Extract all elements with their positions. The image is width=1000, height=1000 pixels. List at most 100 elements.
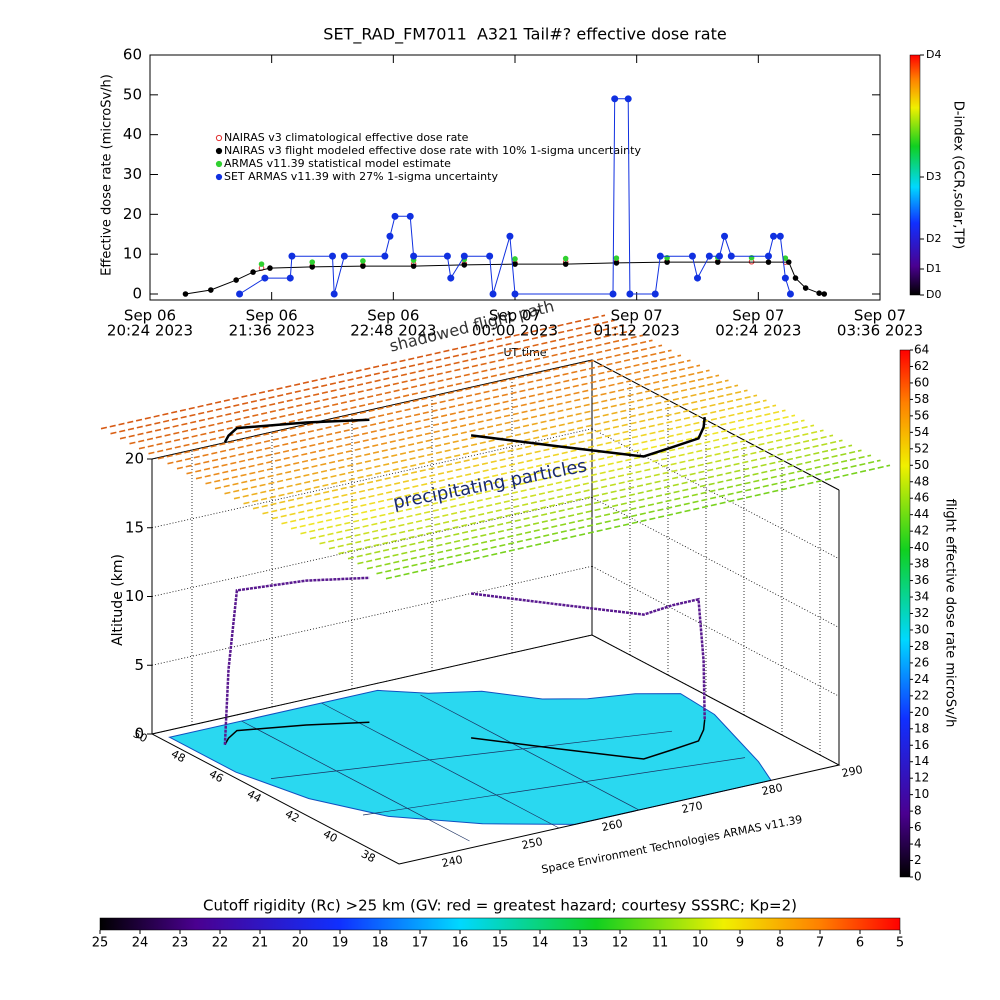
x-tick-label: Sep 07 [854, 307, 906, 325]
plane-line [281, 409, 786, 525]
data-point [286, 274, 294, 282]
data-point [461, 262, 468, 268]
colorbar-tick-label: 22 [212, 936, 229, 951]
plane-line [262, 399, 767, 515]
colorbar-tick-label: D2 [926, 232, 941, 245]
grid-line [591, 497, 840, 628]
data-point [785, 259, 792, 265]
plane-line [110, 319, 615, 435]
data-point [821, 291, 828, 297]
colorbar-tick-label: 4 [914, 837, 922, 851]
x-tick-label: 290 [841, 763, 864, 780]
data-point [309, 264, 316, 270]
colorbar-tick-label: 32 [914, 606, 929, 620]
x-tick-label: 01:12 2023 [594, 322, 680, 340]
plane-line [357, 449, 862, 565]
colorbar-tick-label: 52 [914, 441, 929, 455]
plane-line [214, 374, 720, 490]
colorbar-tick-label: 12 [914, 771, 929, 785]
y-tick-label: 44 [245, 787, 263, 805]
data-point [624, 95, 632, 103]
plane-line [119, 324, 625, 440]
data-point [381, 252, 389, 260]
plot-3d [100, 314, 891, 865]
colorbar-tick-label: 46 [914, 491, 929, 505]
plane-line [309, 424, 815, 540]
y-tick-label: 50 [131, 727, 149, 745]
data-point [613, 255, 620, 261]
data-point [727, 252, 735, 260]
data-point [562, 255, 569, 262]
colorbar-tick-label: 18 [914, 721, 929, 735]
plane-line [157, 344, 663, 460]
y-tick-label: 42 [283, 807, 301, 825]
data-point [261, 274, 269, 282]
plane-line [290, 414, 796, 530]
d-index-colorbar [909, 54, 921, 296]
data-point [486, 252, 494, 260]
x-tick-label: 280 [761, 781, 784, 798]
data-point [512, 256, 518, 262]
colorbar-tick-label: 20 [914, 705, 929, 719]
colorbar-tick-label: 24 [914, 672, 929, 686]
data-point [613, 260, 620, 266]
x-tick-label: Sep 07 [611, 307, 663, 325]
colorbar-tick-label: 16 [452, 936, 469, 951]
colorbar-tick-label: 60 [914, 375, 929, 389]
y-axis-label: Effective dose rate (microSv/h) [100, 74, 115, 276]
colorbar-tick-label: 0 [914, 870, 922, 884]
data-point [182, 291, 189, 297]
colorbar-tick-label: 6 [914, 820, 922, 834]
colorbar-tick-label: 14 [532, 936, 549, 951]
grid-line [151, 497, 593, 597]
data-point [330, 290, 338, 298]
colorbar-tick-label: 17 [412, 936, 429, 951]
plane-line [300, 419, 805, 535]
x-tick-label: 00:00 2023 [472, 322, 558, 340]
grid-line [591, 565, 840, 697]
colorbar-tick-label: 12 [612, 936, 629, 951]
data-point [816, 290, 822, 297]
data-point [694, 274, 701, 282]
colorbar-tick-label: 11 [652, 936, 669, 951]
data-point [765, 259, 772, 265]
colorbar-tick-label: 24 [132, 936, 149, 951]
z-tick-label: 0 [134, 725, 144, 743]
colorbar-tick-label: 40 [914, 540, 929, 554]
data-point [609, 290, 617, 298]
plane-line [205, 369, 710, 485]
z-tick-label: 15 [125, 518, 144, 536]
data-point [764, 252, 772, 260]
y-tick-label: 50 [123, 85, 142, 103]
z-tick-label: 5 [134, 656, 144, 674]
x-tick-label: Sep 07 [489, 307, 541, 325]
legend-label: NAIRAS v3 climatological effective dose … [224, 131, 469, 144]
y-tick-label: 46 [207, 767, 225, 785]
colorbar-tick-label: 13 [572, 936, 589, 951]
plane-line [167, 349, 672, 465]
data-point [705, 252, 713, 260]
data-point [233, 277, 239, 283]
plane-line [195, 364, 701, 480]
plane-line [347, 444, 853, 560]
colorbar-tick-label: 18 [372, 936, 389, 951]
colorbar-tick-label: D3 [926, 170, 941, 183]
data-point [651, 290, 659, 298]
legend-marker [215, 160, 223, 168]
legend-marker [215, 134, 223, 142]
data-point [340, 252, 348, 260]
grid-line [151, 565, 593, 666]
colorbar-tick-label: 10 [914, 787, 929, 801]
colorbar-tick-label: 5 [896, 936, 904, 951]
data-point [776, 232, 784, 240]
map-border [362, 757, 746, 816]
colorbar-tick-label: 19 [332, 936, 349, 951]
plane-line [176, 354, 682, 470]
data-point [715, 252, 723, 260]
x-tick-label: 21:36 2023 [229, 322, 315, 340]
flight-path [223, 576, 706, 745]
x-tick-label: 250 [521, 835, 544, 852]
plane-line [138, 334, 644, 450]
colorbar-tick-label: D4 [926, 48, 941, 61]
